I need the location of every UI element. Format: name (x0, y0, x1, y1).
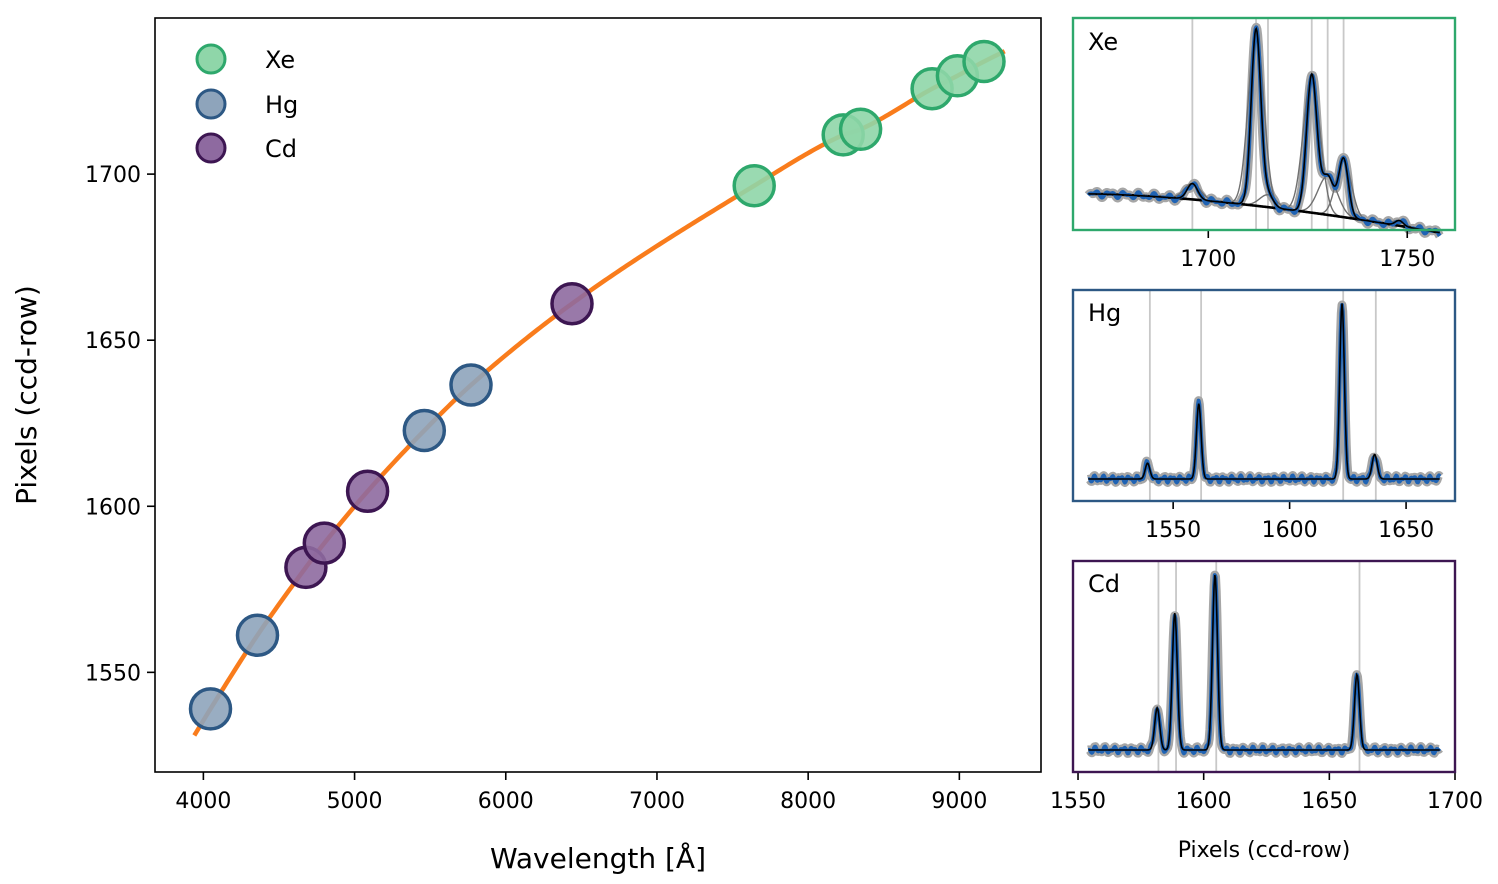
x-tick-label: 4000 (175, 789, 231, 814)
cd-x-ticks: 1550 1600 1650 1700 (1050, 772, 1483, 814)
x-tick-label: 1600 (1176, 789, 1232, 814)
legend-entry-hg: Hg (195, 88, 298, 120)
x-tick-label: 1650 (1378, 518, 1434, 543)
xe-panel-title: Xe (1088, 28, 1118, 56)
spectrum-curve (1086, 573, 1442, 756)
xe-panel: 1700 1750 Xe (1071, 16, 1457, 272)
point-hg-3 (449, 363, 493, 407)
point-xe-2 (838, 107, 883, 152)
x-ticks: 4000 5000 6000 7000 8000 9000 (175, 772, 987, 814)
point-hg-2 (402, 408, 447, 453)
y-tick-label: 1550 (85, 661, 141, 686)
y-tick-label: 1700 (85, 163, 141, 188)
point-hg-1 (235, 613, 280, 657)
y-axis-label: Pixels (ccd-row) (10, 285, 43, 505)
x-tick-label: 6000 (478, 789, 534, 814)
main-plot-frame (154, 17, 1042, 773)
main-plot: 4000 5000 6000 7000 8000 9000 1550 1600 1650 170… (10, 17, 1042, 875)
cd-line-markers (1157, 561, 1361, 772)
xe-panel-frame (1071, 16, 1457, 232)
x-tick-label: 9000 (931, 789, 987, 814)
legend-label-hg: Hg (265, 91, 298, 119)
model-curve (1088, 303, 1440, 480)
hg-spectrum-layer (1084, 300, 1444, 487)
x-tick-label: 1600 (1262, 518, 1318, 543)
legend-entry-cd: Cd (195, 132, 297, 164)
x-tick-label: 8000 (780, 789, 836, 814)
hg-panel-title: Hg (1088, 299, 1121, 327)
hg-x-ticks: 1550 1600 1650 (1145, 501, 1434, 543)
cd-x-axis-label: Pixels (ccd-row) (1178, 838, 1351, 863)
x-tick-label: 7000 (629, 789, 685, 814)
point-cd-2 (345, 469, 390, 514)
cd-panel-frame (1071, 559, 1457, 774)
x-tick-label: 5000 (327, 789, 383, 814)
point-cd-1 (302, 521, 347, 565)
y-tick-label: 1650 (85, 329, 141, 354)
legend-marker-hg (195, 88, 227, 120)
xe-x-ticks: 1700 1750 (1180, 230, 1435, 272)
legend-marker-xe (195, 43, 227, 75)
hg-panel-frame (1071, 288, 1457, 503)
x-axis-label: Wavelength [Å] (490, 841, 706, 875)
x-tick-label: 1650 (1301, 789, 1357, 814)
fit-curve (192, 49, 1006, 737)
legend: Xe Hg Cd (195, 43, 298, 164)
x-tick-label: 1550 (1050, 789, 1106, 814)
spectrum-curve (1086, 25, 1442, 237)
hg-panel: 1550 1600 1650 Hg (1071, 288, 1457, 543)
legend-marker-cd (195, 132, 227, 164)
model-curve (1088, 574, 1440, 751)
y-ticks: 1550 1600 1650 1700 (85, 163, 155, 686)
spectrum-uncertainty-band (1084, 570, 1444, 758)
x-tick-label: 1700 (1180, 247, 1236, 272)
cd-panel: 1550 1600 1650 1700 Cd Pixels (ccd-row) (1050, 559, 1483, 863)
legend-label-xe: Xe (265, 46, 295, 74)
legend-entry-xe: Xe (195, 43, 295, 75)
y-tick-label: 1600 (85, 495, 141, 520)
cd-panel-title: Cd (1088, 570, 1120, 598)
spectrum-curve (1086, 303, 1442, 485)
xe-spectrum-layer (1084, 22, 1444, 240)
point-xe-5 (962, 39, 1006, 84)
x-tick-label: 1700 (1427, 789, 1483, 814)
spectrum-uncertainty-band (1084, 300, 1444, 487)
x-tick-label: 1750 (1379, 247, 1435, 272)
x-tick-label: 1550 (1145, 518, 1201, 543)
cd-spectrum-layer (1084, 570, 1444, 758)
data-points-layer (188, 39, 1006, 731)
point-cd-3 (550, 281, 594, 326)
point-hg-0 (188, 687, 233, 731)
point-xe-0 (732, 163, 776, 208)
fit-curve-layer (192, 49, 1006, 737)
legend-label-cd: Cd (265, 135, 297, 163)
model-curve (1088, 26, 1440, 234)
